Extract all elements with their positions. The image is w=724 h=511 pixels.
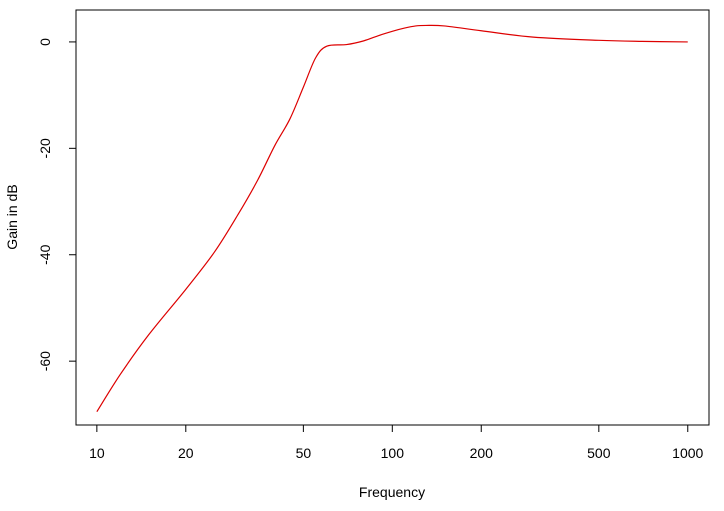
series-line: [96, 24, 688, 413]
y-tick-label: -60: [37, 351, 53, 371]
plot-frame: [75, 9, 710, 426]
y-axis-label: Gain in dB: [4, 184, 20, 249]
series-layer: [96, 24, 688, 413]
x-tick-label: 1000: [672, 445, 703, 461]
x-axis: 10 20 50 100 200 500 1000: [89, 425, 704, 461]
x-axis-label: Frequency: [359, 484, 425, 500]
x-tick-label: 100: [381, 445, 405, 461]
x-tick-label: 50: [296, 445, 312, 461]
y-tick-label: -20: [37, 138, 53, 158]
y-tick-label: 0: [37, 38, 53, 46]
x-tick-label: 200: [470, 445, 494, 461]
x-tick-label: 500: [587, 445, 611, 461]
x-tick-label: 10: [89, 445, 105, 461]
y-tick-label: -40: [37, 244, 53, 264]
y-axis: 0 -20 -40 -60: [37, 38, 76, 371]
x-tick-label: 20: [178, 445, 194, 461]
